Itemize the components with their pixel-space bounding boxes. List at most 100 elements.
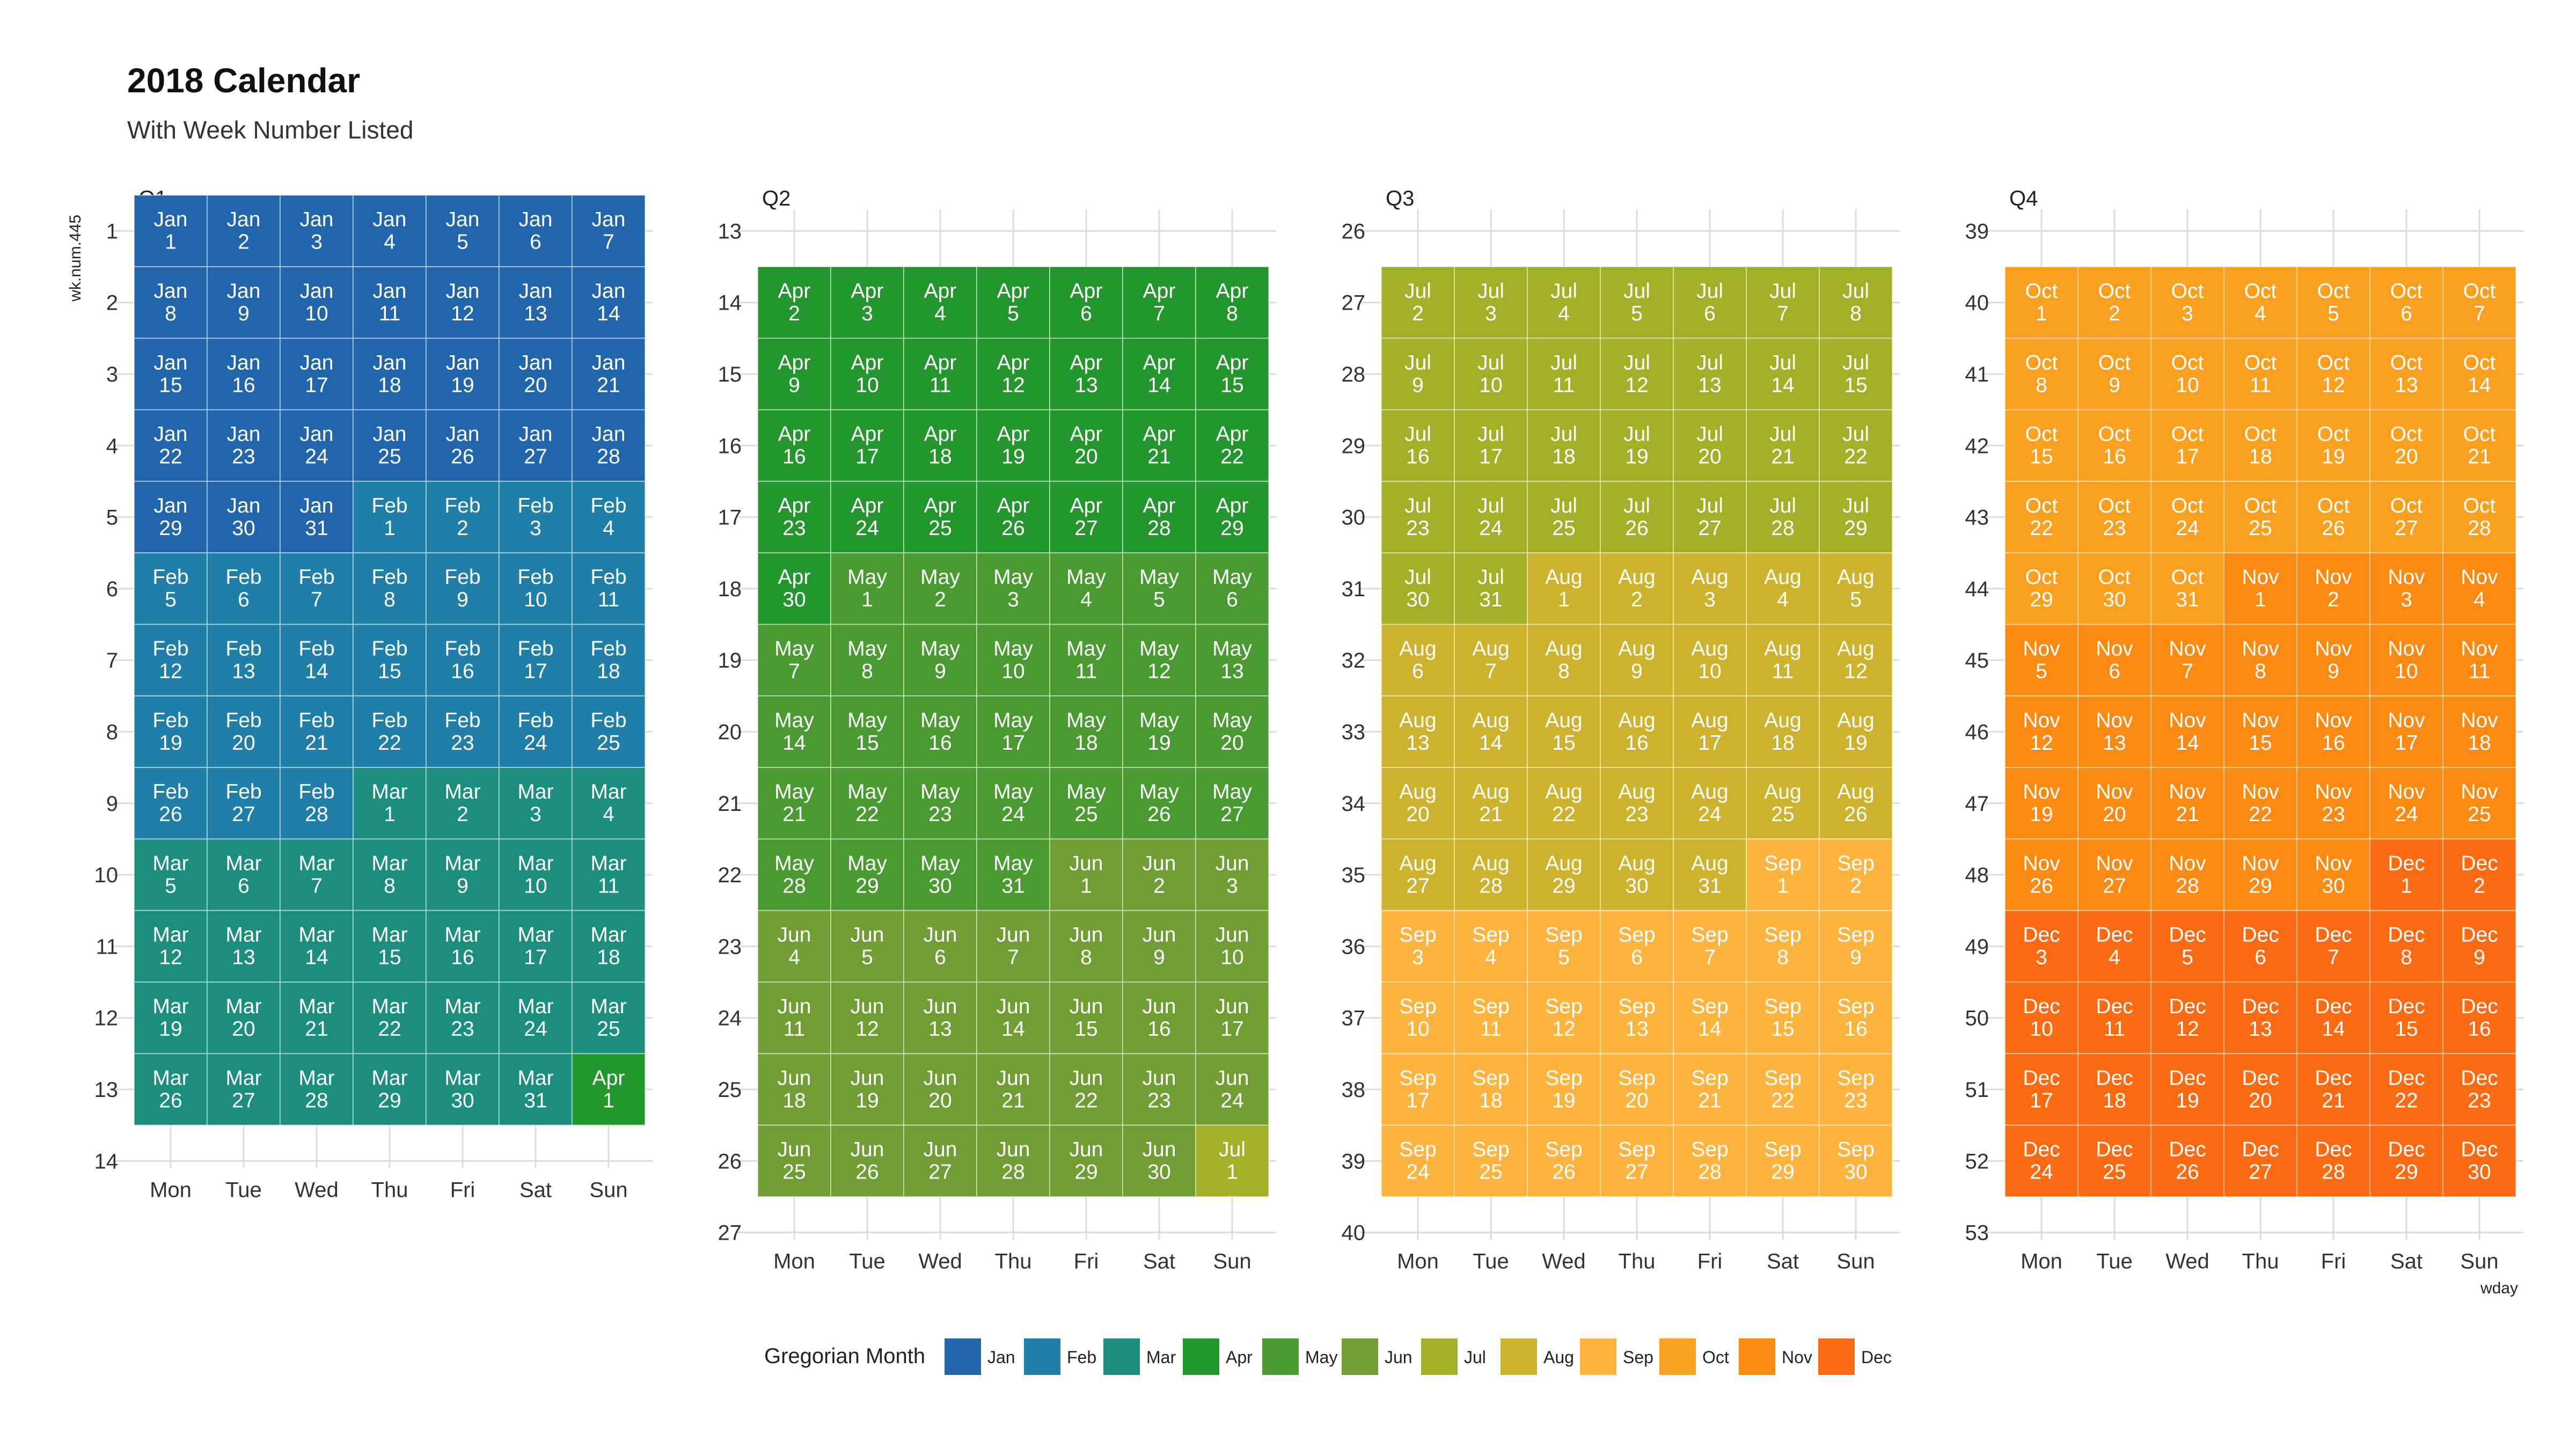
day-month-label: Apr	[924, 423, 957, 446]
day-month-label: Aug	[1837, 709, 1874, 732]
day-cell	[1195, 480, 1269, 554]
day-number-label: 27	[1406, 874, 1429, 897]
day-month-label: Dec	[2169, 1066, 2206, 1089]
x-tick-label: Tue	[2096, 1250, 2132, 1274]
day-month-label: Apr	[851, 280, 884, 303]
day-cell	[2442, 266, 2516, 339]
day-cell	[1381, 695, 1455, 769]
day-cell	[830, 409, 904, 482]
y-tick-label: 3	[106, 363, 118, 386]
day-number-label: 31	[1479, 588, 1502, 611]
day-cell	[1673, 982, 1747, 1055]
day-cell	[2077, 1124, 2151, 1197]
day-cell	[976, 338, 1050, 411]
y-tick-label: 23	[718, 935, 742, 958]
day-number-label: 25	[782, 1161, 806, 1184]
day-number-label: 24	[1220, 1089, 1243, 1112]
day-month-label: Jun	[1216, 995, 1249, 1018]
day-number-label: 9	[457, 874, 469, 897]
day-month-label: Sep	[1545, 995, 1582, 1018]
day-month-label: Jan	[154, 208, 188, 231]
day-month-label: Jan	[300, 494, 334, 517]
day-month-label: Apr	[997, 494, 1030, 517]
day-month-label: Jan	[227, 208, 261, 231]
day-number-label: 9	[934, 660, 946, 683]
day-month-label: Jan	[373, 423, 407, 446]
y-tick-label: 13	[94, 1078, 119, 1102]
day-cell	[353, 266, 427, 339]
day-cell	[1600, 1124, 1674, 1197]
day-number-label: 1	[603, 1089, 614, 1112]
day-number-label: 13	[928, 1018, 952, 1041]
day-month-label: Nov	[2315, 709, 2352, 732]
day-cell	[1195, 910, 1269, 983]
y-tick-label: 50	[1965, 1007, 1989, 1030]
day-cell	[426, 409, 500, 482]
day-month-label: Feb	[590, 709, 626, 732]
day-month-label: Oct	[2098, 351, 2131, 374]
day-month-label: Oct	[2171, 423, 2204, 446]
day-month-label: Jun	[924, 995, 957, 1018]
day-month-label: Jul	[1623, 280, 1650, 303]
day-number-label: 6	[1226, 588, 1238, 611]
day-month-label: Jan	[592, 208, 626, 231]
day-number-label: 24	[1479, 517, 1502, 540]
day-cell	[1746, 480, 1820, 554]
day-month-label: Jun	[1143, 1066, 1176, 1089]
day-number-label: 16	[928, 731, 952, 755]
day-number-label: 3	[2182, 302, 2193, 325]
day-number-label: 9	[1153, 946, 1165, 969]
day-cell	[2296, 480, 2370, 554]
day-cell	[1049, 982, 1123, 1055]
y-tick-label: 32	[1342, 649, 1366, 672]
day-number-label: 26	[1625, 517, 1648, 540]
day-number-label: 29	[2030, 588, 2053, 611]
day-cell	[757, 910, 831, 983]
day-month-label: Dec	[2461, 1066, 2498, 1089]
day-number-label: 22	[855, 803, 879, 826]
y-tick-label: 46	[1965, 720, 1989, 744]
day-number-label: 3	[1226, 874, 1238, 897]
day-number-label: 25	[597, 1018, 620, 1041]
day-month-label: Jan	[227, 351, 261, 374]
day-number-label: 10	[2176, 374, 2199, 397]
day-number-label: 23	[1625, 803, 1648, 826]
day-month-label: Oct	[2025, 351, 2058, 374]
day-number-label: 30	[1147, 1161, 1170, 1184]
day-number-label: 27	[2395, 517, 2418, 540]
day-cell	[572, 910, 646, 983]
day-cell	[280, 552, 354, 625]
day-number-label: 11	[1553, 374, 1575, 397]
x-tick-label: Sun	[2460, 1250, 2498, 1274]
day-cell	[1600, 480, 1674, 554]
day-month-label: Mar	[444, 924, 480, 947]
day-month-label: Feb	[298, 566, 334, 589]
legend-swatch	[1501, 1338, 1537, 1375]
day-number-label: 12	[1552, 1018, 1575, 1041]
day-month-label: Sep	[1472, 995, 1509, 1018]
day-number-label: 26	[2176, 1161, 2199, 1184]
day-month-label: Aug	[1691, 852, 1728, 875]
legend-swatch	[1421, 1338, 1458, 1375]
x-tick-label: Tue	[225, 1178, 261, 1202]
day-cell	[903, 910, 977, 983]
day-number-label: 4	[384, 231, 396, 254]
day-cell	[2296, 266, 2370, 339]
day-month-label: Mar	[371, 924, 407, 947]
day-number-label: 25	[2468, 803, 2491, 826]
day-number-label: 30	[232, 517, 255, 540]
day-month-label: Oct	[2171, 280, 2204, 303]
y-tick-label: 34	[1342, 792, 1366, 816]
day-month-label: Feb	[225, 780, 261, 803]
day-number-label: 26	[855, 1161, 879, 1184]
day-month-label: Jun	[1070, 924, 1103, 947]
day-month-label: Sep	[1691, 1066, 1728, 1089]
day-month-label: Mar	[371, 780, 407, 803]
day-cell	[1600, 338, 1674, 411]
day-number-label: 12	[2030, 731, 2053, 755]
day-month-label: Feb	[517, 566, 553, 589]
day-cell	[2077, 982, 2151, 1055]
day-month-label: Mar	[444, 780, 480, 803]
legend-label: Feb	[1067, 1348, 1096, 1367]
day-number-label: 9	[1631, 660, 1643, 683]
